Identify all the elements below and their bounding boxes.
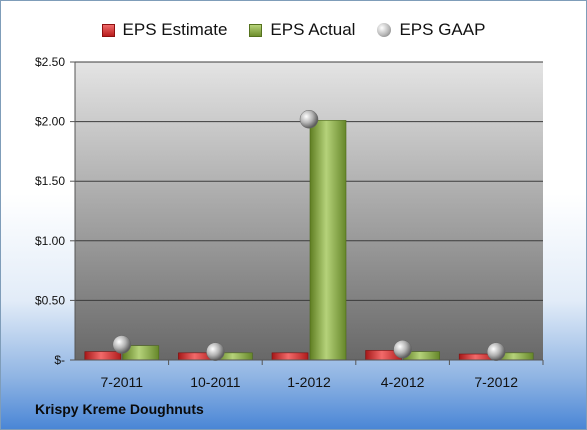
y-axis: $- $0.50 $1.00 $1.50 $2.00 $2.50: [35, 55, 76, 367]
marker-eps-gaap: [206, 342, 225, 361]
legend-swatch-estimate: [101, 23, 115, 37]
bar-eps-estimate: [84, 351, 122, 361]
legend-swatch-gaap: [377, 23, 392, 37]
x-tick-label: 7-2011: [101, 374, 144, 390]
y-tick-label: $1.00: [35, 234, 65, 248]
y-tick-label: $-: [54, 353, 65, 367]
y-tick-label: $0.50: [35, 293, 65, 307]
marker-eps-gaap: [486, 342, 506, 361]
legend-item-gaap: EPS GAAP: [377, 20, 485, 40]
chart-caption: Krispy Kreme Doughnuts: [35, 401, 204, 417]
marker-eps-gaap: [299, 109, 319, 129]
gaap-markers: [112, 109, 506, 361]
legend-label-gaap: EPS GAAP: [399, 20, 486, 39]
x-tick-label: 1-2012: [287, 374, 331, 390]
x-axis: 7-2011 10-2011 1-2012 4-2012 7-2012: [75, 359, 544, 390]
legend-swatch-actual: [249, 23, 263, 37]
x-tick-label: 4-2012: [381, 374, 425, 390]
y-tick-label: $1.50: [35, 174, 65, 188]
plot-area: [75, 62, 543, 360]
marker-eps-gaap: [112, 335, 132, 354]
y-tick-label: $2.00: [35, 115, 65, 129]
bars: [84, 120, 534, 361]
legend-label-actual: EPS Actual: [270, 20, 356, 39]
legend-label-estimate: EPS Estimate: [122, 20, 228, 39]
bar-eps-actual: [309, 120, 347, 361]
bar-eps-estimate: [271, 352, 309, 361]
y-tick-label: $2.50: [35, 55, 65, 69]
x-tick-label: 7-2012: [474, 374, 518, 390]
marker-eps-gaap: [393, 340, 412, 359]
legend: EPS Estimate EPS Actual EPS GAAP: [1, 18, 586, 42]
legend-item-estimate: EPS Estimate: [101, 20, 228, 40]
x-tick-label: 10-2011: [190, 374, 241, 390]
legend-item-actual: EPS Actual: [249, 20, 355, 40]
